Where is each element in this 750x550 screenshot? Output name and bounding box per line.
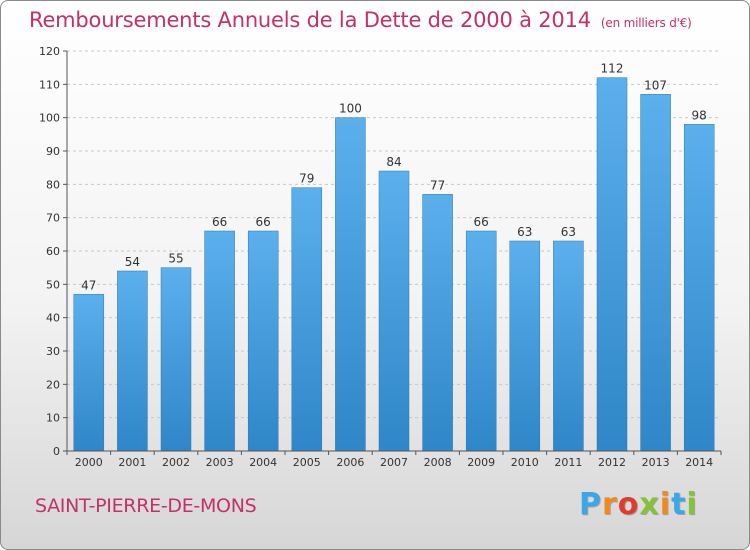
y-tick-label: 30 [46, 345, 60, 358]
x-tick-label-2005: 2005 [293, 456, 321, 469]
y-tick-label: 50 [46, 278, 60, 291]
x-tick-label-2003: 2003 [206, 456, 234, 469]
value-label-2013: 107 [644, 78, 667, 92]
y-tick-label: 80 [46, 178, 60, 191]
logo-letter: t [671, 487, 687, 522]
value-label-2014: 98 [692, 108, 707, 122]
chart-title: Remboursements Annuels de la Dette de 20… [29, 8, 692, 32]
logo-letter: r [602, 487, 618, 522]
y-tick-label: 0 [53, 445, 60, 458]
y-tick-label: 110 [39, 78, 60, 91]
bar-2009 [465, 230, 497, 452]
chart-title-text: Remboursements Annuels de la Dette de 20… [29, 8, 591, 32]
value-label-2011: 63 [561, 225, 576, 239]
bar-2012 [596, 77, 628, 452]
logo-letter: P [579, 487, 602, 522]
bar-2006 [335, 117, 366, 452]
bar-2003 [204, 230, 235, 452]
bars: 47 54 55 66 66 79 100 84 77 66 63 63 112 107 98 [73, 62, 715, 452]
x-tick-label-2002: 2002 [162, 456, 190, 469]
value-label-2006: 100 [339, 102, 362, 116]
x-tick-label-2001: 2001 [118, 456, 146, 469]
x-tick-label-2006: 2006 [336, 456, 364, 469]
y-tick-label: 70 [46, 212, 60, 225]
y-tick-label: 120 [39, 45, 60, 58]
bar-2001 [117, 270, 148, 452]
x-tick-label-2014: 2014 [685, 456, 713, 469]
x-tick-label-2000: 2000 [75, 456, 103, 469]
x-tick-label-2004: 2004 [249, 456, 277, 469]
bar-2010 [509, 240, 541, 452]
x-tick-label-2007: 2007 [380, 456, 408, 469]
value-label-2008: 77 [430, 178, 445, 192]
x-tick-label-2013: 2013 [642, 456, 670, 469]
bar-2008 [422, 194, 453, 452]
value-label-2002: 55 [168, 252, 183, 266]
value-label-2005: 79 [299, 172, 314, 186]
axes: 0 10 20 30 40 50 60 70 80 90 100 110 120 2000 2001 2002… [39, 45, 722, 469]
y-tick-label: 40 [46, 312, 60, 325]
bar-2014 [683, 124, 715, 452]
value-label-2000: 47 [81, 278, 96, 292]
bar-2002 [160, 267, 192, 452]
y-tick-label: 20 [46, 378, 60, 391]
value-label-2001: 54 [125, 255, 140, 269]
value-label-2009: 66 [474, 215, 489, 229]
bar-2000 [73, 294, 105, 452]
x-tick-label-2011: 2011 [554, 456, 582, 469]
y-tick-label: 10 [46, 412, 60, 425]
bar-2011 [553, 240, 584, 452]
commune-name: SAINT-PIERRE-DE-MONS [35, 495, 257, 517]
value-label-2012: 112 [601, 62, 624, 76]
bar-2013 [640, 94, 671, 452]
value-label-2003: 66 [212, 215, 227, 229]
x-tick-label-2008: 2008 [424, 456, 452, 469]
y-tick-label: 60 [46, 245, 60, 258]
logo-letter: o [617, 487, 640, 522]
bar-2007 [378, 170, 410, 452]
value-label-2004: 66 [256, 215, 271, 229]
logo-letter: i [659, 487, 672, 522]
y-tick-label: 90 [46, 145, 60, 158]
x-tick-label-2010: 2010 [511, 456, 539, 469]
proxiti-logo[interactable]: Proxiti [579, 487, 698, 522]
bar-2005 [291, 187, 323, 452]
bar-2004 [247, 230, 279, 452]
x-tick-label-2009: 2009 [467, 456, 495, 469]
chart-unit-label: (en milliers d'€) [600, 16, 692, 30]
logo-letter: x [639, 487, 660, 522]
logo-letter: i [686, 487, 698, 522]
y-tick-label: 100 [39, 112, 60, 125]
x-tick-label-2012: 2012 [598, 456, 626, 469]
value-label-2010: 63 [517, 225, 532, 239]
value-label-2007: 84 [386, 155, 401, 169]
